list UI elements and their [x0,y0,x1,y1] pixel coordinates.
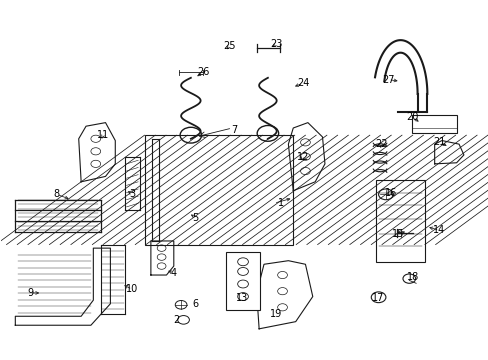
Text: 20: 20 [406,112,418,122]
Text: 7: 7 [231,125,237,135]
Text: 14: 14 [432,225,445,235]
Text: 16: 16 [384,188,396,198]
Text: 1: 1 [278,198,284,208]
Text: 5: 5 [192,213,199,222]
Text: 26: 26 [197,67,209,77]
Text: 9: 9 [27,288,33,298]
Text: 4: 4 [170,268,177,278]
Bar [144,135,293,244]
Bar [411,115,456,134]
Text: 25: 25 [223,41,236,50]
Text: 23: 23 [269,39,282,49]
Text: 27: 27 [381,75,394,85]
Text: 19: 19 [269,310,282,319]
Text: 21: 21 [432,138,445,147]
Text: 6: 6 [192,299,199,309]
Text: 8: 8 [54,189,60,199]
Text: 13: 13 [235,293,248,303]
Bar [375,180,424,262]
Text: 17: 17 [372,293,384,303]
Text: 10: 10 [126,284,138,294]
Text: 3: 3 [129,189,135,199]
Text: 11: 11 [97,130,109,140]
Text: 15: 15 [391,229,404,239]
Text: 22: 22 [374,139,386,149]
Text: 12: 12 [296,152,308,162]
Bar [226,252,259,310]
Text: 2: 2 [173,315,179,325]
Text: 18: 18 [406,272,418,282]
Text: 24: 24 [296,78,308,88]
